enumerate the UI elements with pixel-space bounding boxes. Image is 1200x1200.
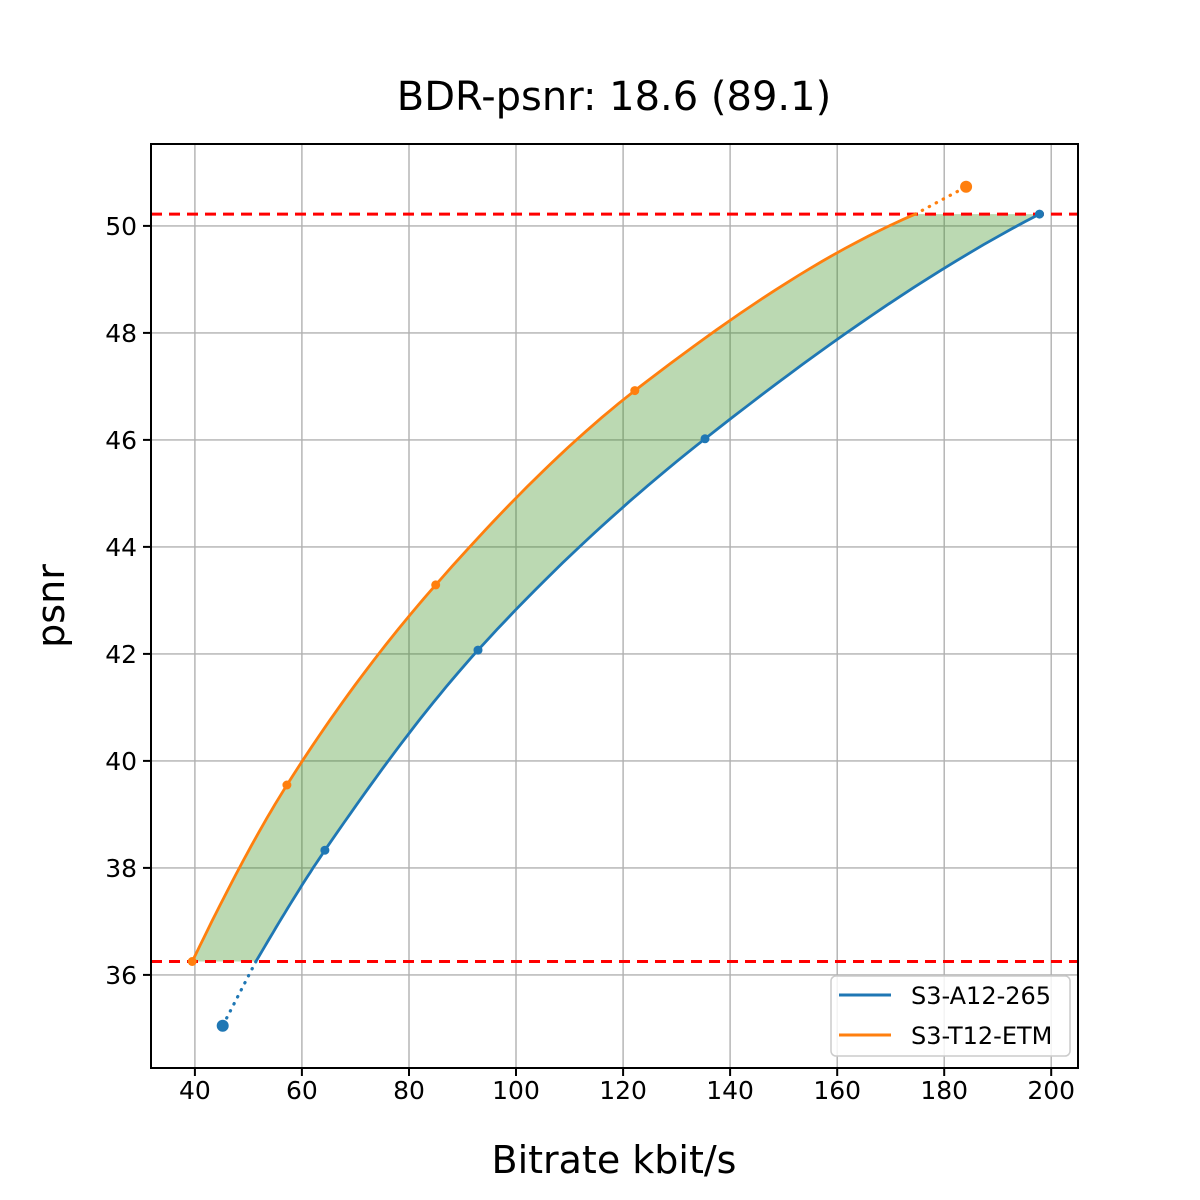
- curve-dotted-extension: [913, 185, 968, 216]
- y-tick-label: 48: [105, 319, 137, 348]
- data-point: [960, 180, 973, 193]
- x-axis-label: Bitrate kbit/s: [492, 1138, 737, 1182]
- x-tick-label: 60: [286, 1076, 318, 1105]
- y-tick-label: 50: [105, 212, 137, 241]
- data-point: [630, 386, 640, 396]
- x-tick-label: 40: [179, 1076, 211, 1105]
- legend-label-series-2: S3-T12-ETM: [911, 1022, 1052, 1050]
- rd-curve: [254, 212, 1041, 963]
- data-point: [282, 780, 292, 790]
- y-tick-label: 46: [105, 426, 137, 455]
- axes-border: [150, 143, 1079, 1069]
- bd-gap-fill: [192, 214, 1040, 962]
- data-point: [187, 957, 197, 966]
- y-tick-label: 42: [105, 640, 137, 669]
- x-tick-label: 140: [706, 1076, 754, 1105]
- y-tick-label: 40: [105, 747, 137, 776]
- x-tick-label: 120: [599, 1076, 647, 1105]
- legend-label-series-1: S3-A12-265: [911, 982, 1051, 1010]
- chart-title: BDR-psnr: 18.6 (89.1): [397, 74, 831, 120]
- x-tick-label: 200: [1027, 1076, 1075, 1105]
- x-tick-label: 180: [920, 1076, 968, 1105]
- data-point: [473, 645, 483, 655]
- y-tick-label: 44: [105, 533, 137, 562]
- y-tick-label: 36: [105, 961, 137, 990]
- data-point: [700, 434, 710, 444]
- plot-area: 40 60 80 100 120 140 160 180 200 36 38 40 42 44 46 48 50: [105, 143, 1079, 1105]
- data-point: [216, 1019, 229, 1032]
- data-point: [431, 580, 441, 590]
- data-point: [320, 845, 330, 855]
- x-tick-label: 100: [492, 1076, 540, 1105]
- curve-dotted-extension: [221, 959, 258, 1028]
- y-axis-label: psnr: [29, 564, 73, 648]
- x-tick-label: 160: [813, 1076, 861, 1105]
- data-point: [1035, 209, 1044, 219]
- y-tick-label: 38: [105, 854, 137, 883]
- legend: S3-A12-265 S3-T12-ETM: [830, 975, 1071, 1057]
- x-tick-label: 80: [393, 1076, 425, 1105]
